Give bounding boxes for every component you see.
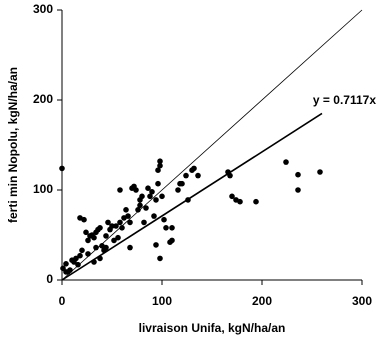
point — [317, 169, 323, 175]
point — [63, 269, 69, 275]
point — [59, 165, 65, 172]
x-tick-label: 300 — [352, 294, 372, 308]
point — [83, 229, 89, 236]
point — [229, 193, 235, 200]
point — [105, 219, 111, 226]
point — [97, 225, 103, 231]
point — [151, 213, 157, 219]
point — [159, 193, 165, 200]
point — [117, 219, 123, 226]
point — [145, 185, 151, 191]
reference-line — [61, 9, 363, 281]
point — [81, 216, 87, 223]
regression-annotation: y = 0.7117x — [313, 93, 376, 107]
point — [137, 202, 143, 209]
point — [115, 234, 121, 241]
point — [237, 198, 243, 205]
point — [227, 172, 233, 179]
point — [295, 187, 301, 193]
y-tick-label: 0 — [46, 272, 53, 286]
reference-line — [61, 112, 323, 281]
point — [153, 242, 159, 248]
point — [155, 180, 161, 187]
point — [109, 223, 115, 229]
point — [141, 219, 147, 226]
point — [103, 244, 109, 251]
x-axis-label: livraison Unifa, kgN/ha/an — [139, 321, 286, 335]
point — [169, 225, 175, 231]
point — [149, 189, 155, 195]
point — [175, 187, 181, 193]
point — [91, 234, 97, 241]
point — [117, 187, 123, 193]
point — [147, 193, 153, 200]
point — [195, 172, 201, 179]
point — [75, 261, 81, 268]
point — [73, 255, 79, 262]
point — [63, 261, 69, 267]
point — [135, 207, 141, 213]
y-tick-label: 300 — [33, 2, 53, 16]
point — [169, 237, 175, 244]
point — [77, 252, 83, 259]
x-tick-label: 100 — [152, 294, 172, 308]
y-axis-label: ferti min Nopolu, kgN/ha/an — [6, 67, 20, 223]
point — [103, 233, 109, 239]
point — [123, 207, 129, 213]
point — [155, 167, 161, 173]
point — [163, 225, 169, 231]
y-tick-label: 100 — [33, 182, 53, 196]
point — [153, 197, 159, 203]
point — [139, 193, 145, 200]
point — [283, 159, 289, 165]
point — [119, 225, 125, 231]
point — [127, 244, 133, 251]
point — [179, 180, 185, 187]
x-tick-label: 0 — [59, 294, 66, 308]
point — [97, 255, 103, 262]
point — [161, 216, 167, 223]
point — [85, 251, 91, 257]
point — [295, 171, 301, 178]
point — [111, 237, 117, 244]
point — [85, 237, 91, 244]
point — [183, 172, 189, 179]
point — [93, 244, 99, 251]
point — [133, 187, 139, 193]
point — [127, 219, 133, 226]
point — [91, 259, 97, 265]
x-tick-label: 200 — [252, 294, 272, 308]
point — [253, 198, 259, 205]
point — [185, 197, 191, 203]
point — [157, 255, 163, 262]
point — [143, 205, 149, 211]
point — [113, 223, 119, 229]
point — [79, 247, 85, 254]
y-tick-label: 200 — [33, 92, 53, 106]
point — [157, 162, 163, 169]
point — [157, 158, 163, 164]
point — [125, 213, 131, 219]
point — [191, 165, 197, 172]
